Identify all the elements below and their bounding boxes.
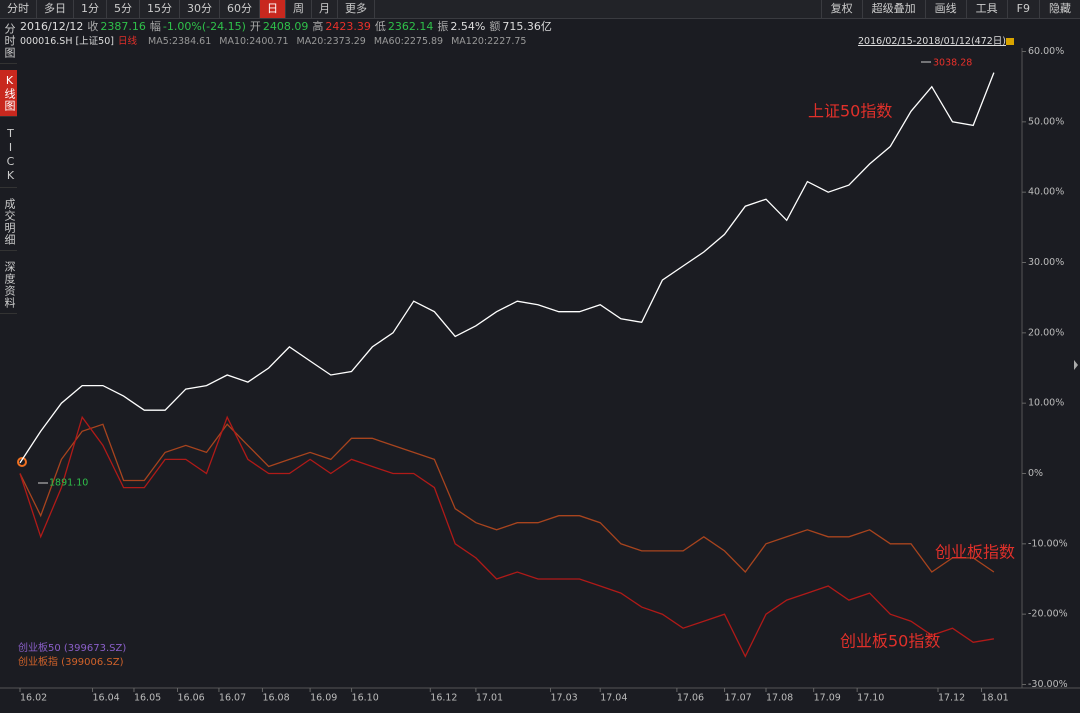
ma-value: MA10:2400.71	[219, 36, 289, 47]
annotation: 上证50指数	[808, 102, 892, 121]
x-tick-label: 16.05	[134, 693, 161, 704]
x-tick-label: 16.08	[262, 693, 289, 704]
toolbar-button[interactable]: 5分	[107, 0, 140, 18]
toolbar-button[interactable]: 60分	[220, 0, 260, 18]
toolbar-button[interactable]: F9	[1006, 0, 1039, 18]
y-tick-label: 60.00%	[1028, 46, 1064, 57]
quote-label: 低	[374, 20, 386, 33]
x-tick-label: 17.04	[600, 693, 627, 704]
annotation: 创业板指数	[935, 543, 1015, 562]
quote-value: 715.36亿	[502, 20, 552, 33]
y-tick-label: 10.00%	[1028, 398, 1064, 409]
side-tab[interactable]: 分时图	[0, 19, 17, 64]
ma-value: MA20:2373.29	[296, 36, 366, 47]
x-tick-label: 16.09	[310, 693, 337, 704]
quote-label: 幅	[149, 20, 161, 33]
quote-label: 振	[437, 20, 449, 33]
quote-value: 2408.09	[262, 20, 309, 33]
toolbar-button[interactable]: 日	[260, 0, 286, 18]
quote-value: 2423.39	[325, 20, 371, 33]
x-tick-label: 17.09	[814, 693, 841, 704]
y-tick-label: 40.00%	[1028, 187, 1064, 198]
y-tick-label: 20.00%	[1028, 327, 1064, 338]
y-tick-label: 0%	[1028, 468, 1043, 479]
x-tick-label: 17.10	[857, 693, 884, 704]
toolbar-button[interactable]: 周	[286, 0, 312, 18]
ma-value: MA120:2227.75	[451, 36, 527, 47]
y-tick-label: -30.00%	[1028, 679, 1068, 690]
quote-label: 开	[249, 20, 261, 33]
series-line	[19, 415, 995, 658]
x-tick-label: 16.02	[20, 693, 47, 704]
expand-arrow	[1074, 360, 1078, 370]
toolbar-button[interactable]: 多日	[37, 0, 74, 18]
toolbar: 分时 多日 1分 5分 15分 30分 60分日周月更多 复权 超级叠加 画线 工具 F9 隐藏	[0, 0, 1080, 19]
start-marker	[17, 457, 27, 467]
x-tick-label: 16.12	[430, 693, 457, 704]
quote-value: 2387.16	[100, 20, 146, 33]
toolbar-button[interactable]: 分时	[0, 0, 37, 18]
toolbar-button[interactable]: 工具	[965, 0, 1007, 18]
y-tick-label: -20.00%	[1028, 609, 1068, 620]
series-line	[19, 72, 995, 464]
toolbar-button[interactable]: 月	[312, 0, 338, 18]
x-tick-label: 16.04	[93, 693, 120, 704]
x-tick-label: 17.07	[725, 693, 752, 704]
toolbar-button[interactable]: 更多	[338, 0, 375, 18]
quote-value: 2362.14	[387, 20, 434, 33]
toolbar-button[interactable]: 画线	[924, 0, 966, 18]
side-tab[interactable]: 深度资料	[0, 257, 17, 314]
y-tick-label: 30.00%	[1028, 257, 1064, 268]
toolbar-button[interactable]: 1分	[74, 0, 107, 18]
quote-value: -1.00%(-24.15)	[162, 20, 246, 33]
symbol-code: 000016.SH [上证50]	[20, 36, 114, 47]
lock-icon	[1006, 38, 1014, 45]
side-tab[interactable]: TICK	[0, 123, 17, 188]
annotation: 1891.10	[49, 478, 88, 489]
legend-entry: 创业板指 (399006.SZ)	[18, 655, 124, 668]
date-range: 2016/02/15-2018/01/12(472日)	[858, 36, 1006, 47]
period: 日线	[117, 36, 137, 47]
x-tick-label: 17.06	[677, 693, 704, 704]
x-tick-label: 16.10	[352, 693, 379, 704]
quote-label: 额	[489, 20, 501, 33]
x-tick-label: 17.01	[476, 693, 503, 704]
toolbar-button[interactable]: 复权	[820, 0, 862, 18]
toolbar-button[interactable]: 30分	[180, 0, 220, 18]
x-tick-label: 18.01	[981, 693, 1008, 704]
symbol-row: 000016.SH [上证50] 日线 MA5:2384.61 MA10:2400.…	[20, 35, 1020, 48]
side-tab[interactable]: K线图	[0, 70, 17, 117]
y-tick-label: -10.00%	[1028, 538, 1068, 549]
quote-label: 高	[312, 20, 324, 33]
x-tick-label: 17.03	[550, 693, 577, 704]
quote-label: 收	[87, 20, 99, 33]
annotation: 创业板50指数	[840, 632, 940, 651]
x-tick-label: 17.12	[938, 693, 965, 704]
legend-entry: 创业板50 (399673.SZ)	[18, 641, 126, 654]
toolbar-button[interactable]: 超级叠加	[861, 0, 925, 18]
toolbar-button[interactable]: 15分	[140, 0, 180, 18]
x-tick-label: 16.07	[219, 693, 246, 704]
toolbar-button[interactable]: 隐藏	[1039, 0, 1080, 18]
quote-value: 2.54%	[450, 20, 486, 33]
quote-row: 2016/12/12 收 2387.16 幅 -1.00%(-24.15) 开 2408.0…	[20, 19, 556, 34]
side-tabs: 分时图 K线图 TICK 成交明细深度资料	[0, 19, 17, 314]
ma-value: MA5:2384.61	[148, 36, 212, 47]
quote-date: 2016/12/12	[20, 20, 84, 33]
series-line	[19, 423, 995, 573]
side-tab[interactable]: 成交明细	[0, 194, 17, 251]
annotation: 3038.28	[933, 58, 972, 69]
x-tick-label: 17.08	[766, 693, 793, 704]
ma-value: MA60:2275.89	[373, 36, 444, 47]
x-tick-label: 16.06	[177, 693, 204, 704]
y-tick-label: 50.00%	[1028, 116, 1064, 127]
